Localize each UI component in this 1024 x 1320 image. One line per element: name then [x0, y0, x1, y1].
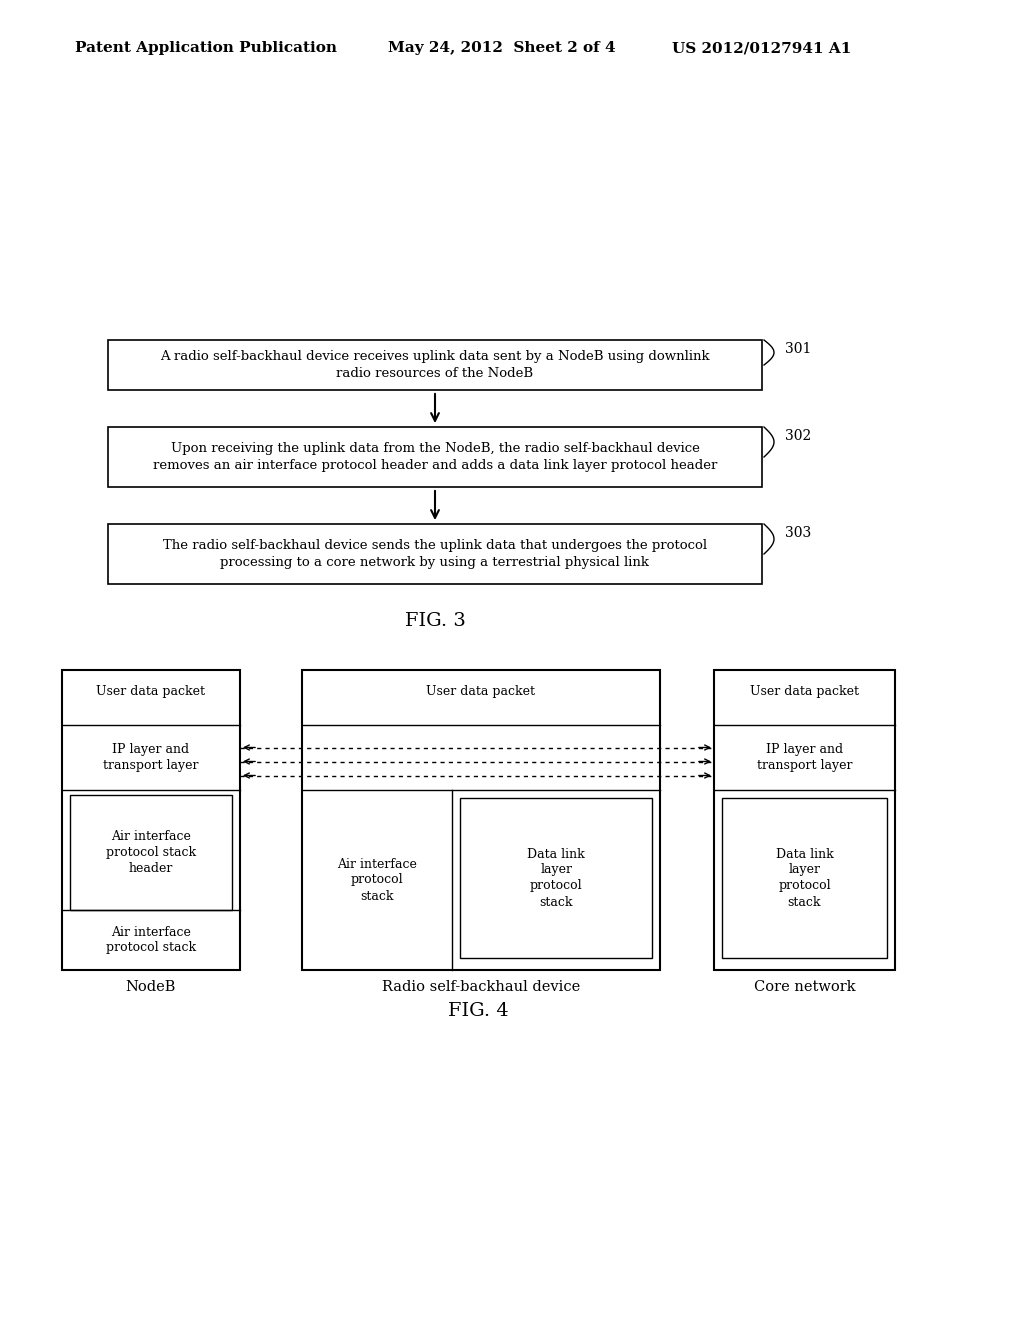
Text: Data link
layer
protocol
stack: Data link layer protocol stack	[775, 847, 834, 908]
Text: Upon receiving the uplink data from the NodeB, the radio self-backhaul device
re: Upon receiving the uplink data from the …	[153, 442, 717, 473]
Text: Core network: Core network	[754, 979, 855, 994]
Text: May 24, 2012  Sheet 2 of 4: May 24, 2012 Sheet 2 of 4	[388, 41, 615, 55]
FancyBboxPatch shape	[108, 524, 762, 583]
Text: A radio self-backhaul device receives uplink data sent by a NodeB using downlink: A radio self-backhaul device receives up…	[160, 350, 710, 380]
Text: 302: 302	[785, 429, 811, 444]
FancyBboxPatch shape	[722, 799, 887, 958]
FancyBboxPatch shape	[108, 426, 762, 487]
Text: FIG. 3: FIG. 3	[404, 612, 466, 630]
FancyBboxPatch shape	[108, 341, 762, 389]
Text: The radio self-backhaul device sends the uplink data that undergoes the protocol: The radio self-backhaul device sends the…	[163, 539, 707, 569]
FancyBboxPatch shape	[461, 799, 652, 958]
Text: Air interface
protocol stack
header: Air interface protocol stack header	[105, 830, 196, 875]
FancyBboxPatch shape	[714, 671, 895, 970]
FancyBboxPatch shape	[62, 671, 240, 970]
Text: IP layer and
transport layer: IP layer and transport layer	[757, 743, 852, 772]
Text: IP layer and
transport layer: IP layer and transport layer	[103, 743, 199, 772]
Text: Air interface
protocol
stack: Air interface protocol stack	[337, 858, 417, 903]
Text: User data packet: User data packet	[96, 685, 206, 698]
Text: NodeB: NodeB	[126, 979, 176, 994]
Text: US 2012/0127941 A1: US 2012/0127941 A1	[672, 41, 851, 55]
Text: User data packet: User data packet	[427, 685, 536, 698]
Text: Air interface
protocol stack: Air interface protocol stack	[105, 925, 196, 954]
Text: Radio self-backhaul device: Radio self-backhaul device	[382, 979, 581, 994]
FancyBboxPatch shape	[302, 671, 660, 970]
Text: FIG. 4: FIG. 4	[449, 1002, 509, 1020]
Text: 303: 303	[785, 525, 811, 540]
Text: User data packet: User data packet	[750, 685, 859, 698]
Text: Patent Application Publication: Patent Application Publication	[75, 41, 337, 55]
Text: Data link
layer
protocol
stack: Data link layer protocol stack	[527, 847, 585, 908]
FancyBboxPatch shape	[70, 795, 232, 909]
Text: 301: 301	[785, 342, 811, 356]
